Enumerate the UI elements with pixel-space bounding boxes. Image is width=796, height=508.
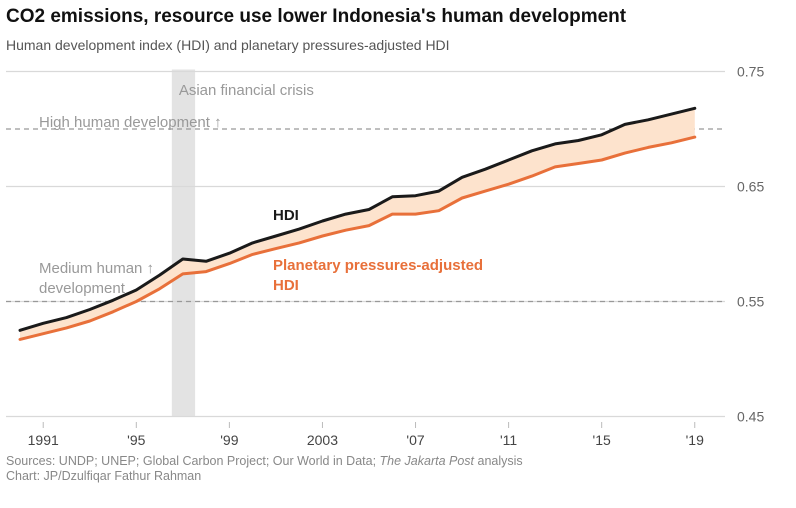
- hdi-line: [18, 106, 697, 332]
- y-tick-label: 0.75: [737, 64, 764, 80]
- medium-development-label-line2: development: [39, 280, 126, 297]
- chart-footer: Sources: UNDP; UNEP; Global Carbon Proje…: [6, 454, 523, 484]
- pphdi-series-label-line2: HDI: [273, 277, 299, 294]
- x-tick-label: '15: [593, 432, 611, 448]
- x-tick-label: '95: [127, 432, 145, 448]
- x-tick-label: '07: [406, 432, 424, 448]
- medium-development-label: Medium human ↑: [39, 260, 154, 277]
- sources-suffix: analysis: [474, 454, 523, 468]
- gap-band: [20, 108, 695, 340]
- y-tick-label: 0.45: [737, 409, 764, 425]
- crisis-shading: [171, 69, 196, 417]
- y-tick-label: 0.65: [737, 179, 764, 195]
- x-tick-label: '19: [686, 432, 704, 448]
- chart-credit: Chart: JP/Dzulfiqar Fathur Rahman: [6, 469, 202, 483]
- pphdi-line: [18, 135, 697, 341]
- sources-publication: The Jakarta Post: [379, 454, 475, 468]
- high-development-label: High human development ↑: [39, 114, 222, 131]
- crisis-label: Asian financial crisis: [179, 82, 314, 99]
- y-tick-label: 0.55: [737, 294, 764, 310]
- chart-title: CO2 emissions, resource use lower Indone…: [6, 6, 627, 27]
- x-tick-label: '99: [220, 432, 238, 448]
- x-tick-label: 1991: [28, 432, 59, 448]
- sources-text: Sources: UNDP; UNEP; Global Carbon Proje…: [6, 454, 380, 468]
- pphdi-series-label: Planetary pressures-adjusted: [273, 257, 483, 274]
- chart-subtitle: Human development index (HDI) and planet…: [6, 37, 450, 53]
- hdi-line-chart: 0.45 0.55 0.65 0.75 1991 '95 '99 2003 '07 '11 '15 '…: [6, 64, 764, 448]
- x-tick-label: '11: [500, 432, 517, 448]
- sources-line: Sources: UNDP; UNEP; Global Carbon Proje…: [6, 454, 523, 469]
- x-tick-label: 2003: [307, 432, 338, 448]
- hdi-series-label: HDI: [273, 207, 299, 224]
